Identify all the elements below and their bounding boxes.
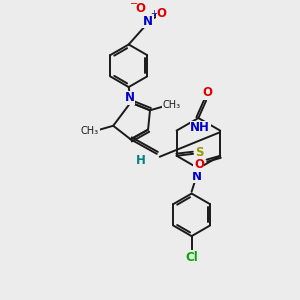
Text: O: O: [194, 158, 204, 171]
Text: CH₃: CH₃: [81, 126, 99, 136]
Text: +: +: [150, 9, 157, 18]
Text: S: S: [196, 146, 204, 159]
Text: O: O: [135, 2, 145, 15]
Text: CH₃: CH₃: [162, 100, 180, 110]
Text: O: O: [202, 86, 212, 99]
Text: N: N: [125, 91, 135, 104]
Text: −: −: [130, 0, 139, 9]
Text: Cl: Cl: [185, 251, 198, 264]
Text: H: H: [135, 154, 145, 167]
Text: O: O: [157, 7, 166, 20]
Text: N: N: [191, 169, 202, 183]
Text: N: N: [143, 15, 153, 28]
Text: NH: NH: [190, 121, 210, 134]
